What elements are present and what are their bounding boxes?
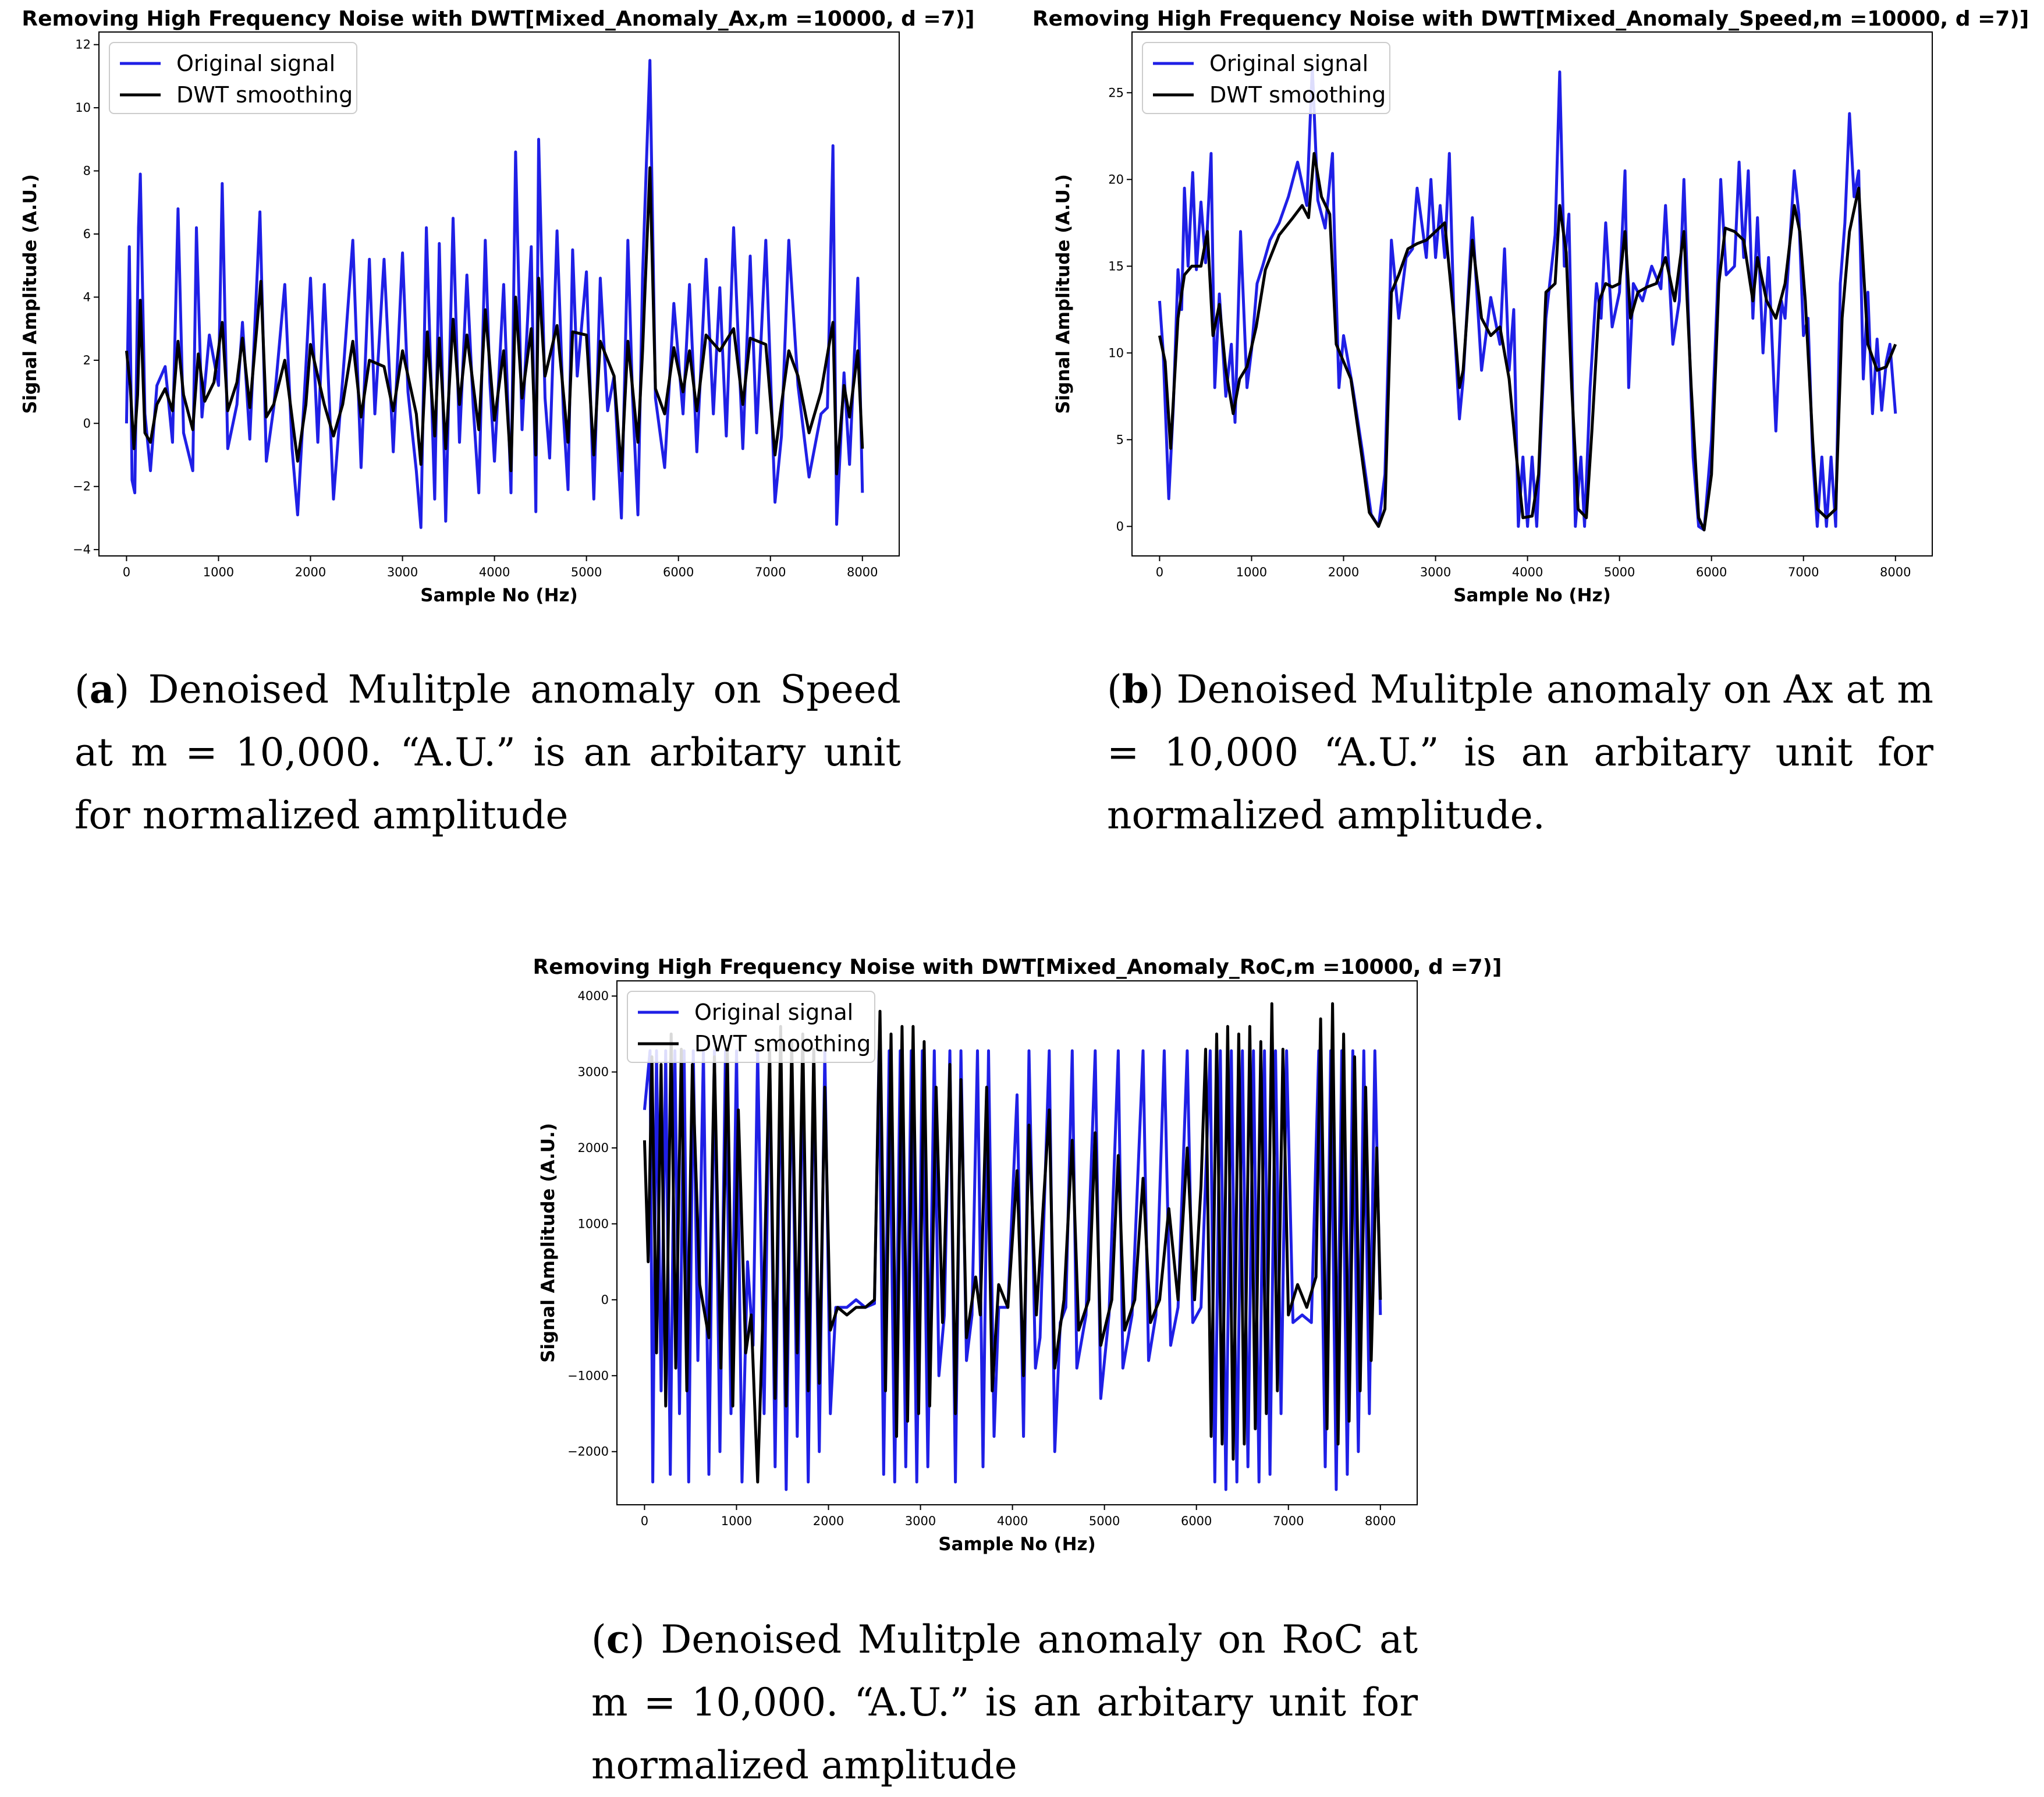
y-tick-label: −2 — [73, 480, 91, 494]
x-tick-label: 0 — [1156, 565, 1163, 579]
y-tick-label: 10 — [75, 101, 91, 115]
chart-panel-a: Removing High Frequency Noise with DWT[M… — [20, 7, 975, 606]
x-tick-label: 6000 — [1181, 1514, 1212, 1528]
x-tick-label: 8000 — [1880, 565, 1911, 579]
y-tick-label: 0 — [83, 416, 91, 430]
x-axis-label: Sample No (Hz) — [1453, 585, 1611, 606]
legend: Original signal DWT smoothing — [627, 991, 875, 1063]
y-axis-label: Signal Amplitude (A.U.) — [1053, 174, 1074, 414]
y-axis-label: Signal Amplitude (A.U.) — [20, 174, 41, 414]
x-tick-label: 1000 — [1236, 565, 1267, 579]
x-tick-label: 4000 — [479, 565, 510, 579]
chart-title: Removing High Frequency Noise with DWT[M… — [22, 7, 974, 31]
y-tick-label: 0 — [1116, 519, 1124, 533]
x-tick-label: 4000 — [1512, 565, 1543, 579]
y-tick-label: 25 — [1108, 86, 1124, 100]
y-tick-label: 0 — [601, 1293, 609, 1307]
y-tick-label: 3000 — [578, 1065, 609, 1079]
x-tick-label: 8000 — [1365, 1514, 1396, 1528]
x-tick-label: 5000 — [1604, 565, 1635, 579]
x-tick-label: 3000 — [905, 1514, 936, 1528]
legend-label: Original signal — [176, 51, 335, 76]
y-tick-label: 4000 — [578, 989, 609, 1003]
y-tick-label: 2000 — [578, 1141, 609, 1155]
chart-panel-c: Removing High Frequency Noise with DWT[M… — [533, 955, 1502, 1555]
x-tick-label: 5000 — [571, 565, 602, 579]
chart-panel-b: Removing High Frequency Noise with DWT[M… — [1032, 7, 2029, 606]
plot-frame — [1131, 31, 1933, 557]
series-line-original-signal — [125, 59, 864, 529]
series-line-dwt-smoothing — [1158, 152, 1897, 531]
y-tick-label: −4 — [73, 543, 91, 557]
x-tick-label: 7000 — [755, 565, 786, 579]
x-tick-label: 7000 — [1273, 1514, 1304, 1528]
y-tick-label: 1000 — [578, 1217, 609, 1231]
y-tick-label: 15 — [1108, 259, 1124, 273]
x-tick-label: 2000 — [813, 1514, 844, 1528]
caption-text: Denoised Mulitple anomaly on RoC at m = … — [591, 1617, 1418, 1788]
x-tick-label: 1000 — [203, 565, 234, 579]
legend-label: Original signal — [694, 999, 853, 1025]
legend-box — [627, 991, 875, 1063]
y-tick-label: 2 — [83, 353, 91, 367]
x-tick-label: 3000 — [387, 565, 418, 579]
x-tick-label: 6000 — [1696, 565, 1727, 579]
series-line-dwt-smoothing — [125, 166, 864, 476]
x-tick-label: 2000 — [1328, 565, 1359, 579]
x-tick-label: 8000 — [847, 565, 878, 579]
x-tick-label: 0 — [641, 1514, 648, 1528]
y-tick-label: −1000 — [567, 1369, 609, 1383]
x-tick-label: 7000 — [1788, 565, 1819, 579]
x-tick-label: 5000 — [1089, 1514, 1120, 1528]
legend: Original signal DWT smoothing — [1142, 42, 1390, 114]
legend-box — [109, 42, 357, 114]
y-tick-label: 8 — [83, 164, 91, 178]
caption-b: (b) Denoised Mulitple anomaly on Ax at m… — [1107, 667, 1933, 838]
x-tick-label: 4000 — [997, 1514, 1028, 1528]
series-line-dwt-smoothing — [643, 1002, 1382, 1484]
chart-title: Removing High Frequency Noise with DWT[M… — [1032, 7, 2029, 31]
y-tick-label: −2000 — [567, 1445, 609, 1459]
caption-text: Denoised Mulitple anomaly on Ax at m = 1… — [1107, 667, 1933, 838]
caption-letter: c — [606, 1617, 630, 1662]
y-tick-label: 4 — [83, 290, 91, 304]
plot-frame — [616, 980, 1418, 1505]
x-axis-label: Sample No (Hz) — [938, 1534, 1096, 1555]
x-tick-label: 0 — [123, 565, 130, 579]
legend-label: Original signal — [1209, 51, 1368, 76]
y-tick-label: 10 — [1108, 346, 1124, 360]
caption-letter: a — [89, 667, 115, 712]
series-line-original-signal — [1158, 65, 1897, 531]
y-axis-label: Signal Amplitude (A.U.) — [538, 1123, 559, 1363]
legend-label: DWT smoothing — [694, 1031, 871, 1057]
y-tick-label: 12 — [75, 38, 91, 52]
y-tick-label: 5 — [1116, 433, 1124, 446]
legend-box — [1142, 42, 1390, 114]
x-tick-label: 6000 — [663, 565, 694, 579]
plot-frame — [98, 31, 900, 557]
x-axis-label: Sample No (Hz) — [420, 585, 578, 606]
legend-label: DWT smoothing — [176, 82, 353, 108]
x-tick-label: 3000 — [1420, 565, 1451, 579]
y-tick-label: 20 — [1108, 172, 1124, 186]
legend: Original signal DWT smoothing — [109, 42, 357, 114]
y-tick-label: 6 — [83, 227, 91, 241]
legend-label: DWT smoothing — [1209, 82, 1386, 108]
x-tick-label: 1000 — [721, 1514, 752, 1528]
caption-letter: b — [1122, 667, 1149, 712]
x-tick-label: 2000 — [295, 565, 326, 579]
chart-title: Removing High Frequency Noise with DWT[M… — [533, 955, 1502, 979]
caption-a: (a) Denoised Mulitple anomaly on Speed a… — [74, 667, 901, 838]
caption-c: (c) Denoised Mulitple anomaly on RoC at … — [591, 1617, 1418, 1788]
caption-text: Denoised Mulitple anomaly on Speed at m … — [74, 667, 901, 838]
